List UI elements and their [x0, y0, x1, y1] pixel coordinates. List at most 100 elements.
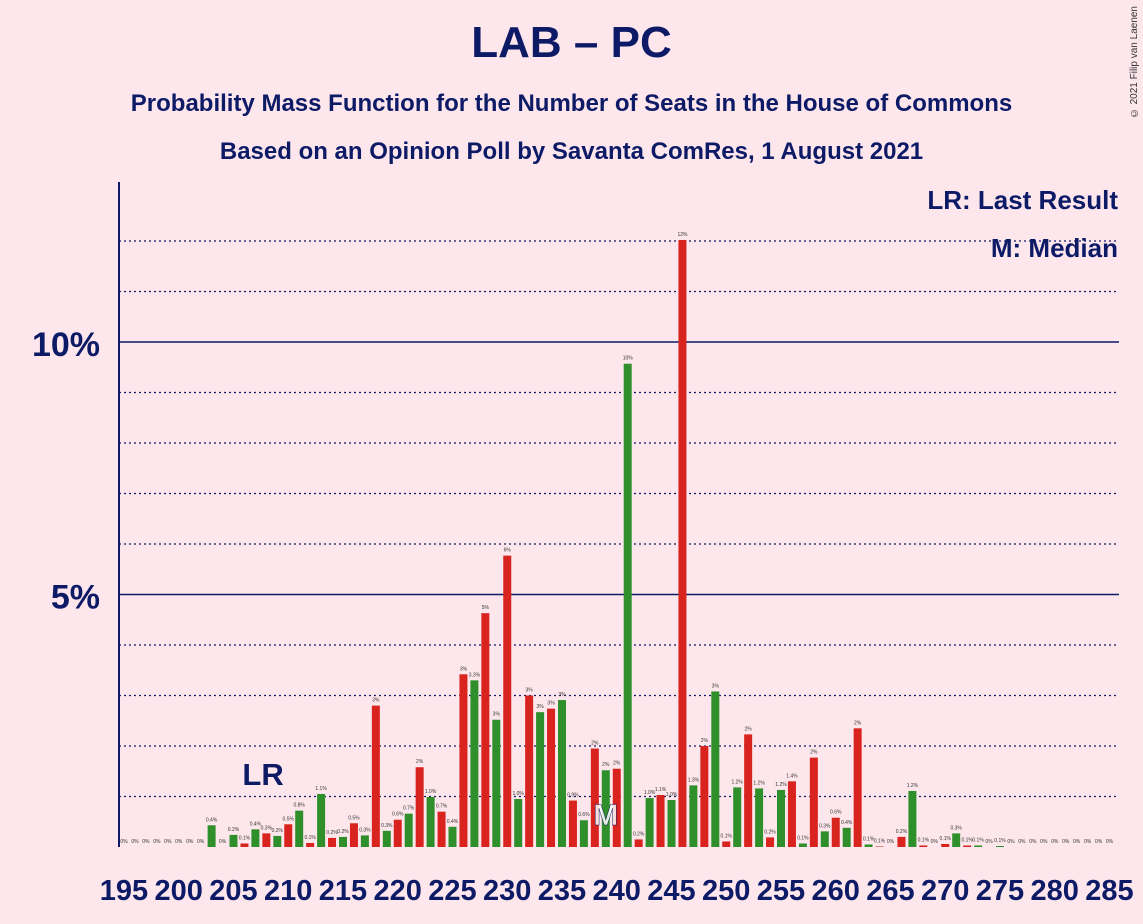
chart-subtitle: Probability Mass Function for the Number…: [130, 90, 1013, 117]
bar-value-label: 0.6%: [830, 810, 842, 816]
bar-value-label: 0.3%: [950, 825, 962, 831]
bar-value-label: 12%: [677, 232, 688, 238]
bar-value-label: 3%: [372, 698, 380, 704]
last-result-marker: LR: [242, 757, 283, 792]
bar-value-label: 0.9%: [567, 793, 579, 799]
bar-value-label: 0.7%: [436, 804, 448, 810]
bar-value-label: 0.1%: [972, 837, 984, 843]
bar-value-label: 0%: [1040, 839, 1048, 845]
bar: [667, 800, 676, 847]
chart-title: LAB – PC: [471, 18, 672, 67]
bar-value-label: 2%: [701, 738, 709, 744]
bar-value-label: 3%: [460, 666, 468, 672]
bar: [558, 700, 566, 847]
x-tick-label: 225: [428, 875, 476, 907]
bar-value-label: 1.1%: [655, 787, 667, 793]
bar: [809, 757, 818, 847]
bar-value-label: 0.6%: [578, 812, 590, 818]
bar: [590, 748, 599, 847]
bar-value-label: 0.2%: [896, 829, 908, 835]
bar: [678, 239, 687, 848]
bar-value-label: 2%: [810, 750, 818, 756]
bar: [448, 826, 457, 847]
x-tick-label: 255: [757, 875, 805, 907]
bar: [777, 789, 785, 847]
x-tick-label: 235: [538, 875, 586, 907]
bar-value-label: 0.7%: [403, 806, 415, 812]
x-tick-label: 195: [100, 875, 148, 907]
bar-value-label: 0.3%: [359, 827, 371, 833]
bar: [952, 833, 961, 847]
bar: [382, 830, 391, 847]
bar-value-label: 0.1%: [994, 838, 1006, 844]
legend-median: M: Median: [990, 233, 1118, 263]
bar: [853, 728, 862, 847]
bar: [426, 797, 435, 847]
bar-value-label: 0.2%: [326, 830, 338, 836]
x-tick-label: 200: [155, 875, 203, 907]
bar: [656, 794, 665, 847]
bar: [393, 819, 402, 847]
bar: [733, 787, 742, 847]
bar-value-label: 0%: [887, 839, 895, 845]
bar-value-label: 2%: [745, 726, 753, 732]
bar: [317, 793, 326, 847]
bar: [360, 835, 369, 847]
bar-value-label: 0%: [1084, 839, 1092, 845]
bar: [339, 836, 347, 847]
bar-value-label: 2%: [613, 761, 621, 767]
bar-value-label: 2%: [591, 741, 599, 747]
bar: [700, 746, 709, 847]
bar-value-label: 0.1%: [721, 833, 733, 839]
bar: [645, 798, 654, 847]
bar-value-label: 2%: [602, 762, 610, 768]
bar-value-label: 0.4%: [206, 817, 218, 823]
x-tick-label: 250: [702, 875, 750, 907]
bar-value-label: 0.5%: [283, 816, 295, 822]
bar: [744, 734, 753, 847]
bar: [284, 824, 293, 847]
bar-value-label: 3%: [558, 692, 566, 698]
bar: [612, 768, 621, 847]
bar-value-label: 2%: [416, 759, 424, 765]
bar: [601, 770, 610, 847]
bar: [229, 834, 238, 847]
bar: [251, 829, 260, 847]
bar: [831, 817, 840, 847]
x-tick-label: 280: [1031, 875, 1079, 907]
x-tick-label: 270: [921, 875, 969, 907]
bar-value-label: 1.2%: [731, 779, 743, 785]
bar: [941, 843, 950, 847]
bar-value-label: 1.2%: [775, 782, 787, 788]
bar-value-label: 1.1%: [315, 786, 327, 792]
bar-value-label: 0.2%: [272, 828, 284, 834]
bar: [371, 705, 380, 847]
bar-value-label: 1.2%: [907, 783, 919, 789]
bar-value-label: 0.8%: [293, 803, 305, 809]
bar-value-label: 5%: [482, 605, 490, 611]
bar-value-label: 0.3%: [261, 825, 273, 831]
bar: [623, 363, 632, 847]
bar-value-label: 0%: [186, 839, 194, 845]
bar-value-label: 1.4%: [786, 773, 798, 779]
bar: [437, 811, 446, 847]
bar: [755, 788, 764, 847]
median-marker: M: [593, 799, 618, 832]
bar-value-label: 0%: [1007, 839, 1015, 845]
bar-value-label: 1.0%: [425, 789, 437, 795]
bar: [820, 831, 829, 847]
bar: [404, 813, 413, 847]
bar-value-label: 0.4%: [447, 819, 459, 825]
bar-value-label: 0%: [1073, 839, 1081, 845]
bar-value-label: 0.1%: [863, 836, 875, 842]
x-tick-label: 275: [976, 875, 1024, 907]
bar-value-label: 3%: [712, 683, 720, 689]
bar-value-label: 0%: [1062, 839, 1070, 845]
bar-value-label: 0%: [1018, 839, 1026, 845]
bar-value-label: 0.1%: [940, 836, 952, 842]
bar-value-label: 0.1%: [797, 835, 809, 841]
bar-value-label: 0.2%: [633, 831, 645, 837]
bar: [842, 827, 851, 847]
bar: [908, 790, 917, 847]
